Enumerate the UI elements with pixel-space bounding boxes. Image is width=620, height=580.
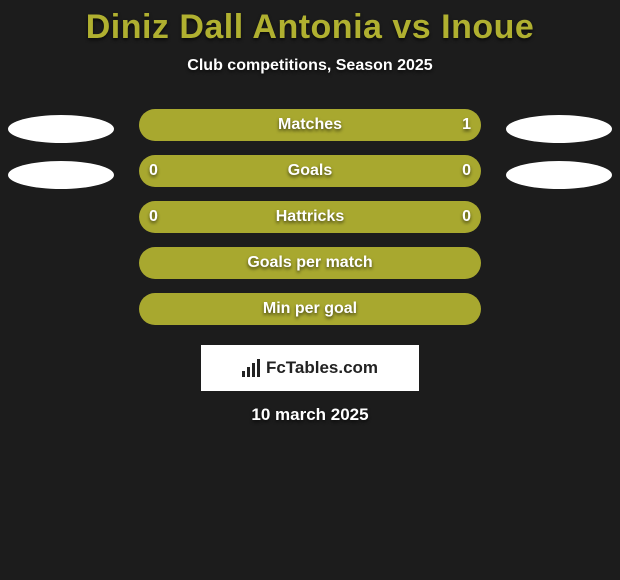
player-right-marker	[506, 161, 612, 189]
stat-label: Hattricks	[276, 208, 344, 226]
brand-label: FcTables.com	[242, 358, 378, 378]
stat-pill: 0 Goals 0	[139, 155, 481, 187]
stat-value-right: 0	[462, 208, 471, 226]
stat-pill: Matches 1	[139, 109, 481, 141]
player-right-marker	[506, 115, 612, 143]
stat-row: 0 Goals 0	[0, 155, 620, 201]
stat-row: 0 Hattricks 0	[0, 201, 620, 247]
stat-pill: Goals per match	[139, 247, 481, 279]
page-subtitle: Club competitions, Season 2025	[0, 57, 620, 75]
brand-text: FcTables.com	[266, 358, 378, 378]
player-left-marker	[8, 115, 114, 143]
stat-value-right: 1	[462, 116, 471, 134]
stat-pill: Min per goal	[139, 293, 481, 325]
brand-badge[interactable]: FcTables.com	[201, 345, 419, 391]
stat-label: Goals per match	[247, 254, 372, 272]
stat-row: Goals per match	[0, 247, 620, 293]
player-left-marker	[8, 161, 114, 189]
stat-value-right: 0	[462, 162, 471, 180]
bars-icon	[242, 359, 260, 377]
footer-date: 10 march 2025	[0, 405, 620, 425]
stat-row: Min per goal	[0, 293, 620, 339]
stat-value-left: 0	[149, 162, 158, 180]
page-title: Diniz Dall Antonia vs Inoue	[0, 8, 620, 47]
stat-label: Min per goal	[263, 300, 357, 318]
stat-pill: 0 Hattricks 0	[139, 201, 481, 233]
stat-value-left: 0	[149, 208, 158, 226]
stat-row: Matches 1	[0, 109, 620, 155]
stat-label: Goals	[288, 162, 332, 180]
comparison-card: Diniz Dall Antonia vs Inoue Club competi…	[0, 0, 620, 425]
stat-label: Matches	[278, 116, 342, 134]
stat-rows: Matches 1 0 Goals 0 0 Hattricks 0 Goals per matc…	[0, 109, 620, 339]
